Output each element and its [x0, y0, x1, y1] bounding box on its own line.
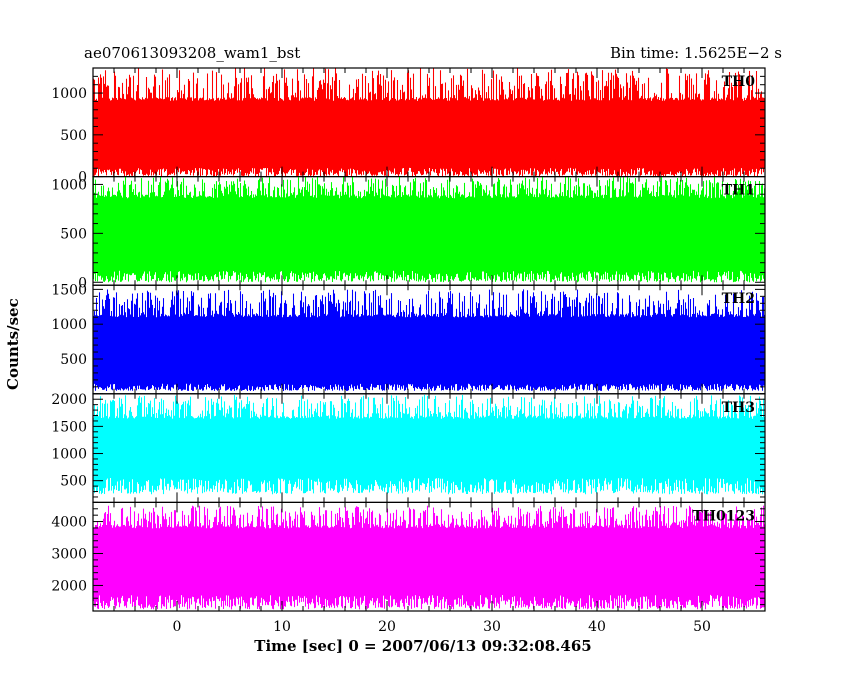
panel-label: TH1: [722, 183, 755, 199]
x-tick-label: 0: [173, 619, 182, 635]
series-th0123: [92, 505, 766, 610]
y-tick-label: 1000: [51, 317, 87, 333]
y-tick-label: 500: [60, 474, 87, 490]
series-th2: [92, 289, 766, 391]
x-tick-label: 50: [693, 619, 711, 635]
y-tick-label: 1000: [51, 86, 87, 102]
y-tick-label: 2000: [51, 392, 87, 408]
bin-time-label: Bin time: 1.5625E−2 s: [609, 44, 782, 62]
series-th3: [92, 394, 766, 495]
y-axis-label: Counts/sec: [4, 298, 22, 390]
y-tick-label: 4000: [51, 515, 87, 531]
x-axis-label: Time [sec] 0 = 2007/06/13 09:32:08.465: [254, 637, 592, 655]
panel-label: TH2: [722, 291, 755, 307]
y-tick-label: 2000: [51, 578, 87, 594]
y-tick-label: 500: [60, 352, 87, 368]
plot-title: ae070613093208_wam1_bst: [84, 44, 301, 62]
x-tick-label: 10: [273, 619, 291, 635]
y-tick-label: 1500: [51, 419, 87, 435]
panel-label: TH3: [722, 400, 755, 416]
series-th0: [92, 68, 766, 177]
y-tick-label: 500: [60, 226, 87, 242]
y-tick-label: 3000: [51, 547, 87, 563]
panel-label: TH0123: [692, 508, 755, 524]
y-tick-label: 500: [60, 128, 87, 144]
y-tick-label: 1000: [51, 177, 87, 193]
x-tick-label: 40: [588, 619, 606, 635]
x-tick-label: 30: [483, 619, 501, 635]
panel-label: TH0: [722, 74, 756, 90]
series-th1: [92, 176, 766, 283]
y-tick-label: 1000: [51, 447, 87, 463]
y-tick-label: 1500: [51, 282, 87, 298]
x-tick-label: 20: [378, 619, 396, 635]
y-tick-label: 0: [78, 170, 87, 186]
y-tick-label: 0: [78, 275, 87, 291]
